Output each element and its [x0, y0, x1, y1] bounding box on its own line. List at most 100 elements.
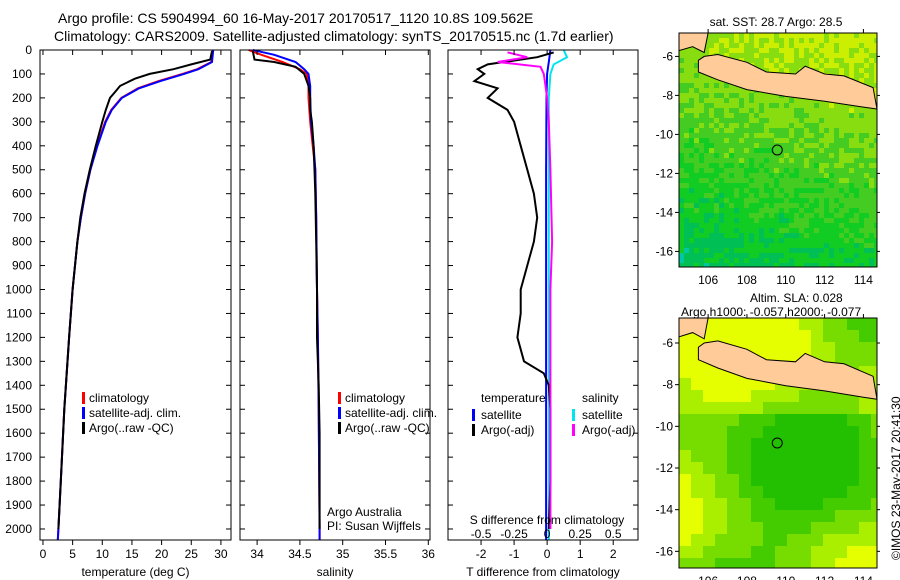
map-lat-label: -14 [656, 205, 674, 219]
map-cell [854, 223, 859, 228]
map-cell [739, 98, 744, 103]
map-cell [691, 402, 703, 414]
map-cell [769, 238, 774, 243]
map-cell [769, 168, 774, 173]
map-cell [734, 218, 739, 223]
map-cell [789, 138, 794, 143]
map-cell [799, 208, 804, 213]
map-cell [864, 173, 869, 178]
map-cell [794, 118, 799, 123]
map-cell [739, 118, 744, 123]
map-cell [859, 546, 871, 558]
map-cell [727, 318, 739, 330]
map-cell [874, 193, 877, 198]
map-cell [689, 158, 694, 163]
map-cell [769, 133, 774, 138]
map-cell [847, 474, 859, 486]
map-cell [799, 243, 804, 248]
map-cell [684, 83, 689, 88]
map-cell [764, 153, 769, 158]
map-cell [849, 168, 854, 173]
map-cell [839, 43, 844, 48]
map-cell [794, 263, 799, 267]
map-cell [849, 263, 854, 267]
map-cell [709, 143, 714, 148]
map-cell [799, 143, 804, 148]
map-cell [849, 193, 854, 198]
map-cell [835, 462, 847, 474]
map-cell [814, 153, 819, 158]
map-cell [734, 183, 739, 188]
legend-swatch [338, 392, 341, 404]
map-cell [749, 163, 754, 168]
map-cell [844, 133, 849, 138]
map-cell [824, 118, 829, 123]
x-tick-label: 10 [96, 547, 110, 561]
map-cell [684, 133, 689, 138]
map-cell [849, 178, 854, 183]
map-cell [874, 88, 877, 93]
series-line-climatology [56, 49, 214, 541]
map-cell [739, 163, 744, 168]
map-cell [704, 43, 709, 48]
legend-swatch [472, 409, 475, 421]
legend-label: climatology [89, 391, 149, 405]
map-cell [844, 263, 849, 267]
map-cell [871, 534, 877, 546]
map-cell [834, 153, 839, 158]
map-cell [829, 138, 834, 143]
map-cell [849, 108, 854, 113]
map-cell [759, 123, 764, 128]
y-tick-label: 500 [12, 163, 32, 177]
map-cell [714, 213, 719, 218]
map-cell [734, 93, 739, 98]
map-cell [784, 173, 789, 178]
map-cell [784, 98, 789, 103]
map-cell [699, 138, 704, 143]
map-cell [759, 118, 764, 123]
map-cell [794, 183, 799, 188]
map-cell [859, 78, 864, 83]
x-axis-label: temperature (deg C) [81, 565, 189, 579]
map-cell [874, 228, 877, 233]
map-cell [715, 534, 727, 546]
map-cell [829, 248, 834, 253]
map-cell [864, 143, 869, 148]
map-cell [749, 193, 754, 198]
map-cell [814, 243, 819, 248]
map-cell [864, 123, 869, 128]
map-cell [804, 103, 809, 108]
map-cell [794, 148, 799, 153]
map-cell [769, 148, 774, 153]
map-cell [779, 48, 784, 53]
map-cell [869, 113, 874, 118]
map-cell [689, 178, 694, 183]
map-cell [724, 178, 729, 183]
x-tick-label: 15 [125, 547, 139, 561]
map-cell [734, 138, 739, 143]
map-cell [794, 53, 799, 58]
map-cell [794, 48, 799, 53]
map-cell [764, 228, 769, 233]
map-cell [714, 253, 719, 258]
map-cell [823, 342, 835, 354]
map-cell [839, 53, 844, 58]
map-lat-label: -12 [656, 461, 674, 475]
map-cell [864, 228, 869, 233]
x-tick-label: 34.5 [288, 547, 312, 561]
map-cell [874, 153, 877, 158]
map-cell [684, 253, 689, 258]
map-cell [754, 263, 759, 267]
map-cell [699, 163, 704, 168]
map-cell [779, 33, 784, 38]
map-cell [859, 534, 871, 546]
map-cell [854, 148, 859, 153]
map-cell [864, 218, 869, 223]
map-cell [824, 198, 829, 203]
map-cell [859, 68, 864, 73]
map-cell [699, 228, 704, 233]
map-frame [678, 317, 878, 569]
panel-2: -2 -1 0 1 2T difference from climatologytemp… [447, 49, 639, 579]
map-cell [724, 173, 729, 178]
map-cell [689, 253, 694, 258]
